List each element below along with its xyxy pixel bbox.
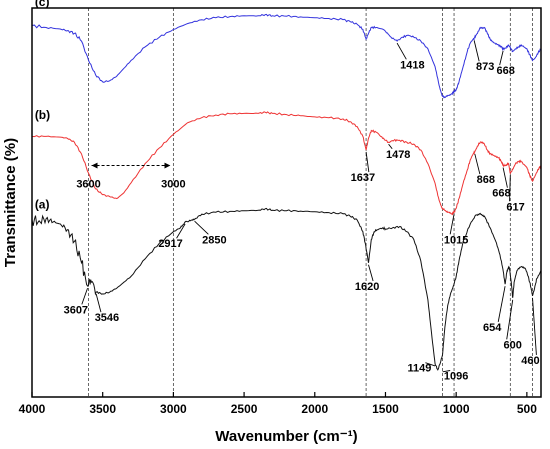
peak-label: 2850 bbox=[202, 234, 226, 246]
annotation-leader bbox=[497, 286, 506, 322]
peak-label: 600 bbox=[504, 339, 522, 351]
x-tick-label: 3000 bbox=[160, 402, 187, 416]
peak-label: 460 bbox=[521, 355, 539, 367]
annotation-leader bbox=[194, 220, 209, 235]
annotation-leader bbox=[396, 42, 407, 60]
y-axis-title: Transmittance (%) bbox=[2, 138, 19, 267]
x-tick-label: 2500 bbox=[231, 402, 258, 416]
peak-label: 1149 bbox=[407, 363, 431, 375]
x-tick-label: 4000 bbox=[19, 402, 46, 416]
plot-frame bbox=[31, 7, 542, 398]
peak-label: 1620 bbox=[355, 281, 379, 293]
curve-label: (c) bbox=[35, 0, 50, 9]
x-axis-title: Wavenumber (cm⁻¹) bbox=[215, 428, 357, 445]
peak-label: 868 bbox=[477, 174, 495, 186]
peak-label: 1096 bbox=[444, 370, 468, 382]
annotation-leader bbox=[425, 362, 436, 367]
annotation-leader bbox=[95, 293, 102, 313]
curve-label: (a) bbox=[35, 197, 50, 211]
reference-lines bbox=[88, 8, 533, 397]
annotation-leader bbox=[449, 214, 455, 235]
annotation-leader bbox=[506, 299, 514, 340]
annotation-leader bbox=[176, 223, 186, 239]
annotation-leader bbox=[368, 264, 374, 282]
annotation-leader bbox=[509, 175, 511, 202]
peak-label: 2917 bbox=[158, 238, 182, 250]
x-tick-label: 1500 bbox=[372, 402, 399, 416]
peak-label: 873 bbox=[476, 61, 494, 73]
axes: 4000 3500 3000 2500 2000 1500 1000 500 bbox=[19, 7, 542, 416]
annotation-leader bbox=[365, 151, 370, 173]
x-tick-label: 2000 bbox=[301, 402, 328, 416]
curve-label: (b) bbox=[35, 108, 50, 122]
annotation-leader bbox=[532, 297, 537, 355]
series-line-c bbox=[31, 13, 542, 99]
range-label: 3600 bbox=[76, 179, 100, 191]
annotation-leader bbox=[474, 153, 481, 175]
peak-label: 3607 bbox=[64, 304, 88, 316]
annotation-leader bbox=[499, 50, 504, 66]
peak-label: 617 bbox=[506, 201, 524, 213]
peak-label: 654 bbox=[483, 322, 502, 334]
annotation-leader bbox=[81, 287, 88, 305]
peak-label: 3546 bbox=[95, 312, 119, 324]
annotation-leader bbox=[388, 143, 393, 150]
series-line-b bbox=[31, 111, 542, 216]
annotation-leader bbox=[442, 370, 451, 373]
annotation-leader bbox=[502, 167, 508, 188]
range-label: 3000 bbox=[161, 179, 185, 191]
annotation-leader bbox=[473, 40, 480, 62]
series-layer bbox=[31, 13, 542, 371]
peak-label: 1478 bbox=[386, 149, 410, 161]
peak-label: 1015 bbox=[444, 234, 468, 246]
peak-label: 668 bbox=[496, 65, 514, 77]
peak-label: 1418 bbox=[400, 59, 424, 71]
peak-label: 1637 bbox=[351, 172, 375, 184]
series-line-a bbox=[31, 207, 542, 371]
x-tick-label: 3500 bbox=[89, 402, 116, 416]
peak-label: 668 bbox=[492, 188, 510, 200]
x-tick-label: 1000 bbox=[443, 402, 470, 416]
x-tick-label: 500 bbox=[517, 402, 537, 416]
